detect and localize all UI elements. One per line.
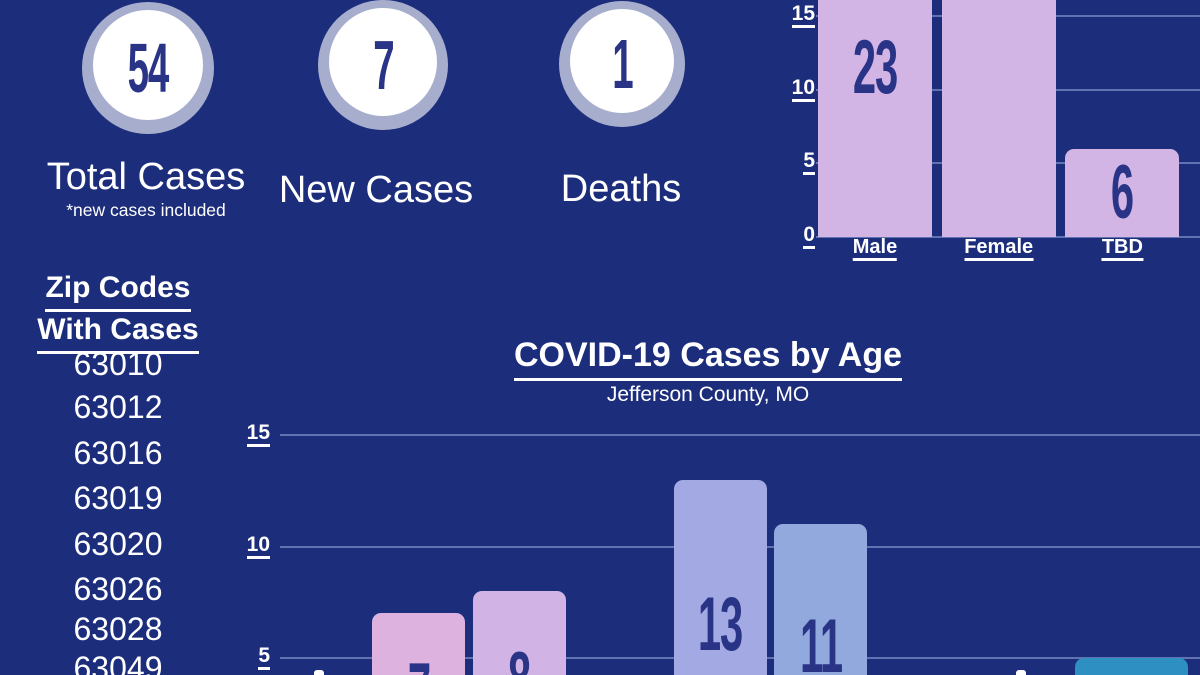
stat-circle-ring: 54 — [82, 2, 214, 134]
stat-circle-face — [93, 10, 203, 120]
cases-by-gender-xlabel-Female: Female — [964, 237, 1034, 261]
cases-by-gender-bar-Male — [818, 0, 932, 237]
cases-by-gender-bar-value-TBD: 6 — [1111, 149, 1134, 235]
cases-by-gender-gridline-0 — [816, 236, 1200, 238]
stat-total-cases-label: Total Cases — [46, 156, 246, 198]
cases-by-gender-ytick-5: 5 — [803, 150, 815, 176]
zip-code-item: 63019 — [73, 480, 163, 516]
zip-code-item: 63028 — [73, 611, 163, 647]
stat-circle-ring: 7 — [318, 0, 448, 130]
stat-value-text: 7 — [372, 26, 394, 104]
stat-total-cases-footnote: *new cases included — [66, 200, 226, 220]
zip-codes-title-line1: Zip Codes — [45, 270, 191, 312]
cases-by-age-bar-4 — [1075, 658, 1189, 675]
zip-codes-title: Zip Codes With Cases — [8, 270, 228, 354]
stat-circle-ring: 1 — [559, 1, 685, 127]
cases-by-age-gridline-15 — [280, 434, 1200, 436]
ytick-label: 5 — [258, 645, 270, 670]
ytick-label: 5 — [803, 150, 815, 176]
zip-code-item: 63010 — [73, 346, 163, 382]
stat-deaths-value: 1 — [559, 1, 685, 127]
cases-by-age-ytick-10: 10 — [246, 534, 270, 559]
zip-code-item: 63049 — [73, 650, 163, 675]
stat-total-cases-value: 54 — [82, 2, 214, 134]
ytick-label: 0 — [803, 224, 815, 249]
cases-by-age-bar-value-0: 7 — [408, 653, 431, 675]
age-chart-title: COVID-19 Cases by Age — [514, 336, 902, 381]
ytick-label: 15 — [246, 422, 270, 447]
category-label: TBD — [1101, 237, 1143, 261]
cases-by-age-bar-value-3: 11 — [799, 603, 843, 675]
cases-by-gender-ytick-15: 15 — [791, 3, 815, 29]
zip-code-item: 63020 — [73, 526, 163, 562]
cases-by-age-ytick-15: 15 — [246, 422, 270, 447]
stat-new-cases-label: New Cases — [278, 169, 474, 211]
category-label: Male — [852, 237, 898, 261]
cases-by-age-bar-value-2: 13 — [697, 581, 743, 667]
category-label: Female — [964, 237, 1034, 261]
cases-by-age-bar-value-1: 8 — [508, 642, 531, 675]
zip-code-item: 63016 — [73, 435, 163, 471]
cases-by-gender-bar-Female — [941, 0, 1056, 237]
cases-by-age-cutoff-label-top — [1016, 670, 1027, 675]
cases-by-gender-xlabel-TBD: TBD — [1101, 237, 1143, 261]
zip-codes-title-line2: With Cases — [37, 312, 199, 354]
age-chart-title-text: COVID-19 Cases by Age — [514, 336, 902, 381]
stat-circle-face — [329, 8, 437, 116]
cases-by-gender-bar-value-Male: 23 — [852, 24, 898, 110]
stat-circle-face — [570, 9, 674, 113]
ytick-label: 10 — [246, 534, 270, 559]
age-chart-subtitle: Jefferson County, MO — [606, 383, 810, 406]
cases-by-age-bar-3 — [774, 524, 867, 675]
stat-deaths-label: Deaths — [560, 168, 682, 210]
cases-by-gender-ytick-0: 0 — [803, 224, 815, 249]
stat-value-text: 1 — [611, 25, 633, 103]
cases-by-gender-ytick-10: 10 — [791, 77, 815, 102]
zip-code-item: 63012 — [73, 389, 163, 425]
cases-by-age-ytick-5: 5 — [258, 645, 270, 670]
ytick-label: 15 — [791, 3, 815, 29]
cases-by-age-bar-0 — [372, 613, 466, 675]
cases-by-age-cutoff-label-top — [313, 670, 324, 675]
cases-by-gender-xlabel-Male: Male — [852, 237, 898, 261]
ytick-label: 10 — [791, 77, 815, 102]
cases-by-gender-bar-TBD — [1065, 148, 1180, 237]
zip-code-item: 63026 — [73, 571, 163, 607]
stat-value-text: 54 — [127, 29, 170, 107]
cases-by-age-bar-2 — [673, 479, 767, 675]
cases-by-age-bar-1 — [472, 591, 566, 675]
stat-new-cases-value: 7 — [318, 0, 448, 130]
